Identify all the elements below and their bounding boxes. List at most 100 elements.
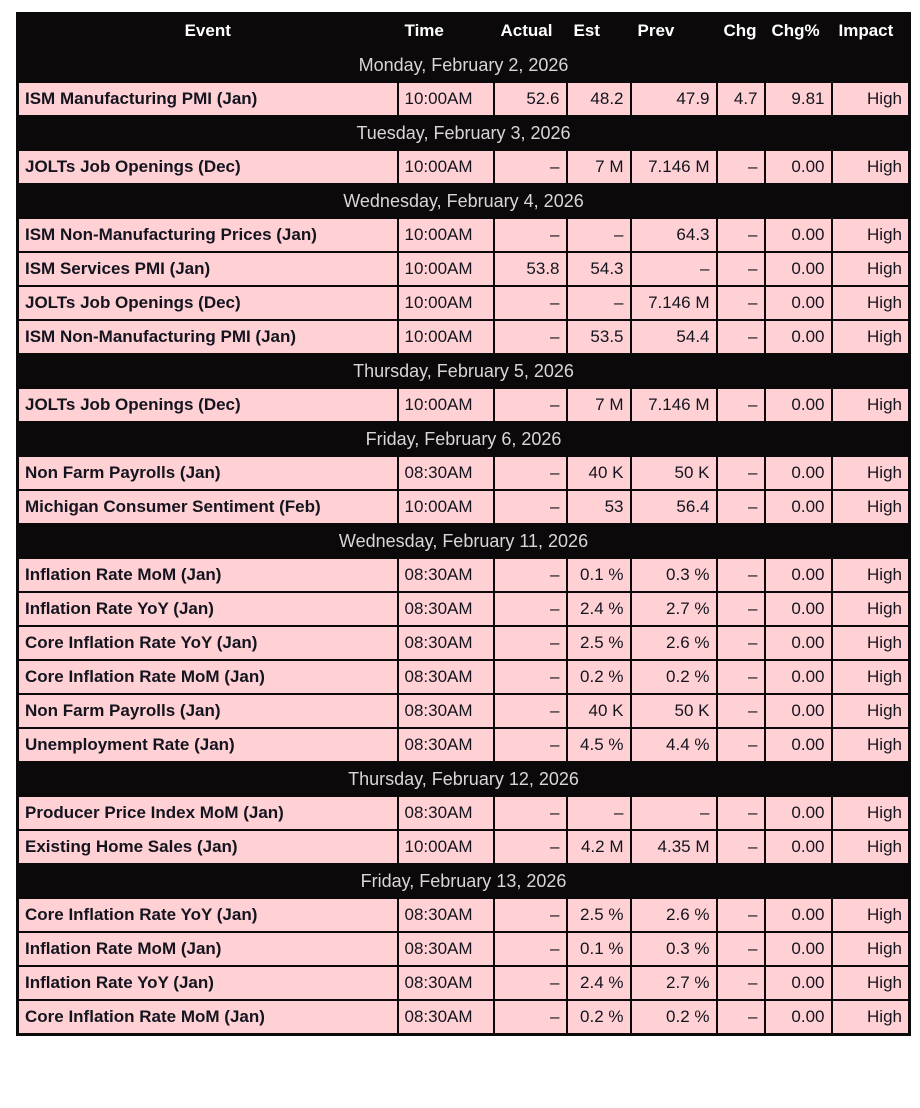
- chg-pct-cell: 0.00: [763, 387, 833, 423]
- event-row: ISM Services PMI (Jan) 10:00AM 53.8 54.3– –0…: [16, 251, 911, 287]
- prev-cell: 2.6 %: [629, 625, 718, 661]
- chg-pct-cell: 0.00: [763, 829, 833, 865]
- chg-pct-cell: 0.00: [763, 727, 833, 763]
- actual-cell: 52.6: [492, 81, 568, 117]
- est-cell: 40 K: [565, 693, 632, 729]
- date-header-row: Wednesday, February 11, 2026: [16, 523, 911, 559]
- time-cell: 10:00AM: [396, 319, 495, 355]
- event-row: Inflation Rate MoM (Jan) 08:30AM –0.1 % 0.3…: [16, 931, 911, 967]
- date-header-label: Monday, February 2, 2026: [16, 47, 911, 83]
- chg-cell: –: [715, 557, 766, 593]
- impact-cell: High: [830, 999, 911, 1036]
- event-row: Unemployment Rate (Jan) 08:30AM –4.5 % 4.4 …: [16, 727, 911, 763]
- prev-cell: 0.3 %: [629, 557, 718, 593]
- actual-cell: –: [492, 217, 568, 253]
- time-cell: 08:30AM: [396, 795, 495, 831]
- event-row: Inflation Rate YoY (Jan) 08:30AM –2.4 % 2.7…: [16, 591, 911, 627]
- time-cell: 08:30AM: [396, 557, 495, 593]
- chg-cell: –: [715, 251, 766, 287]
- est-cell: 7 M: [565, 387, 632, 423]
- chg-cell: –: [715, 659, 766, 695]
- est-cell: 4.5 %: [565, 727, 632, 763]
- est-cell: –: [565, 285, 632, 321]
- chg-pct-cell: 0.00: [763, 591, 833, 627]
- est-cell: 40 K: [565, 455, 632, 491]
- chg-cell: 4.7: [715, 81, 766, 117]
- event-cell: Existing Home Sales (Jan): [16, 829, 399, 865]
- date-header-row: Tuesday, February 3, 2026: [16, 115, 911, 151]
- event-row: Inflation Rate MoM (Jan) 08:30AM –0.1 % 0.3…: [16, 557, 911, 593]
- actual-cell: –: [492, 387, 568, 423]
- actual-cell: –: [492, 285, 568, 321]
- impact-cell: High: [830, 217, 911, 253]
- impact-cell: High: [830, 693, 911, 729]
- est-cell: –: [565, 217, 632, 253]
- actual-cell: –: [492, 693, 568, 729]
- event-cell: ISM Non-Manufacturing PMI (Jan): [16, 319, 399, 355]
- actual-cell: –: [492, 727, 568, 763]
- time-cell: 08:30AM: [396, 591, 495, 627]
- event-cell: Producer Price Index MoM (Jan): [16, 795, 399, 831]
- prev-cell: 56.4: [629, 489, 718, 525]
- calendar-body: Monday, February 2, 2026 ISM Manufacturin…: [16, 47, 911, 1036]
- event-cell: Inflation Rate MoM (Jan): [16, 931, 399, 967]
- date-header-row: Monday, February 2, 2026: [16, 47, 911, 83]
- column-header-chg-pct: Chg%: [763, 12, 833, 49]
- impact-cell: High: [830, 659, 911, 695]
- time-cell: 10:00AM: [396, 81, 495, 117]
- actual-cell: –: [492, 965, 568, 1001]
- impact-cell: High: [830, 897, 911, 933]
- chg-pct-cell: 0.00: [763, 319, 833, 355]
- header-row: Event Time Actual Est Prev Chg Chg% Impa…: [16, 12, 911, 49]
- event-row: Producer Price Index MoM (Jan) 08:30AM – – –…: [16, 795, 911, 831]
- time-cell: 08:30AM: [396, 659, 495, 695]
- prev-cell: –: [629, 251, 718, 287]
- actual-cell: –: [492, 319, 568, 355]
- event-cell: Inflation Rate YoY (Jan): [16, 591, 399, 627]
- chg-pct-cell: 0.00: [763, 965, 833, 1001]
- impact-cell: High: [830, 455, 911, 491]
- chg-cell: –: [715, 149, 766, 185]
- time-cell: 08:30AM: [396, 727, 495, 763]
- economic-calendar-table: Event Time Actual Est Prev Chg Chg% Impa…: [16, 12, 911, 1036]
- prev-cell: 7.146 M: [629, 387, 718, 423]
- date-header-row: Wednesday, February 4, 2026: [16, 183, 911, 219]
- time-cell: 08:30AM: [396, 625, 495, 661]
- event-cell: JOLTs Job Openings (Dec): [16, 387, 399, 423]
- time-cell: 08:30AM: [396, 455, 495, 491]
- chg-pct-cell: 0.00: [763, 931, 833, 967]
- chg-cell: –: [715, 489, 766, 525]
- chg-cell: –: [715, 217, 766, 253]
- event-row: JOLTs Job Openings (Dec) 10:00AM –7 M 7.146…: [16, 387, 911, 423]
- impact-cell: High: [830, 965, 911, 1001]
- event-cell: JOLTs Job Openings (Dec): [16, 285, 399, 321]
- est-cell: 7 M: [565, 149, 632, 185]
- impact-cell: High: [830, 931, 911, 967]
- chg-cell: –: [715, 897, 766, 933]
- actual-cell: –: [492, 489, 568, 525]
- prev-cell: –: [629, 795, 718, 831]
- event-row: JOLTs Job Openings (Dec) 10:00AM –7 M 7.146…: [16, 149, 911, 185]
- event-row: JOLTs Job Openings (Dec) 10:00AM – –7.146 M…: [16, 285, 911, 321]
- time-cell: 10:00AM: [396, 285, 495, 321]
- date-header-label: Thursday, February 5, 2026: [16, 353, 911, 389]
- chg-cell: –: [715, 999, 766, 1036]
- chg-cell: –: [715, 829, 766, 865]
- event-row: ISM Non-Manufacturing PMI (Jan) 10:00AM –5…: [16, 319, 911, 355]
- actual-cell: –: [492, 829, 568, 865]
- est-cell: 53: [565, 489, 632, 525]
- actual-cell: –: [492, 625, 568, 661]
- chg-cell: –: [715, 455, 766, 491]
- time-cell: 08:30AM: [396, 693, 495, 729]
- event-cell: Core Inflation Rate MoM (Jan): [16, 659, 399, 695]
- event-cell: Non Farm Payrolls (Jan): [16, 693, 399, 729]
- impact-cell: High: [830, 727, 911, 763]
- est-cell: 54.3: [565, 251, 632, 287]
- est-cell: 0.1 %: [565, 557, 632, 593]
- chg-pct-cell: 0.00: [763, 251, 833, 287]
- prev-cell: 4.4 %: [629, 727, 718, 763]
- chg-pct-cell: 9.81: [763, 81, 833, 117]
- time-cell: 10:00AM: [396, 387, 495, 423]
- impact-cell: High: [830, 387, 911, 423]
- chg-cell: –: [715, 693, 766, 729]
